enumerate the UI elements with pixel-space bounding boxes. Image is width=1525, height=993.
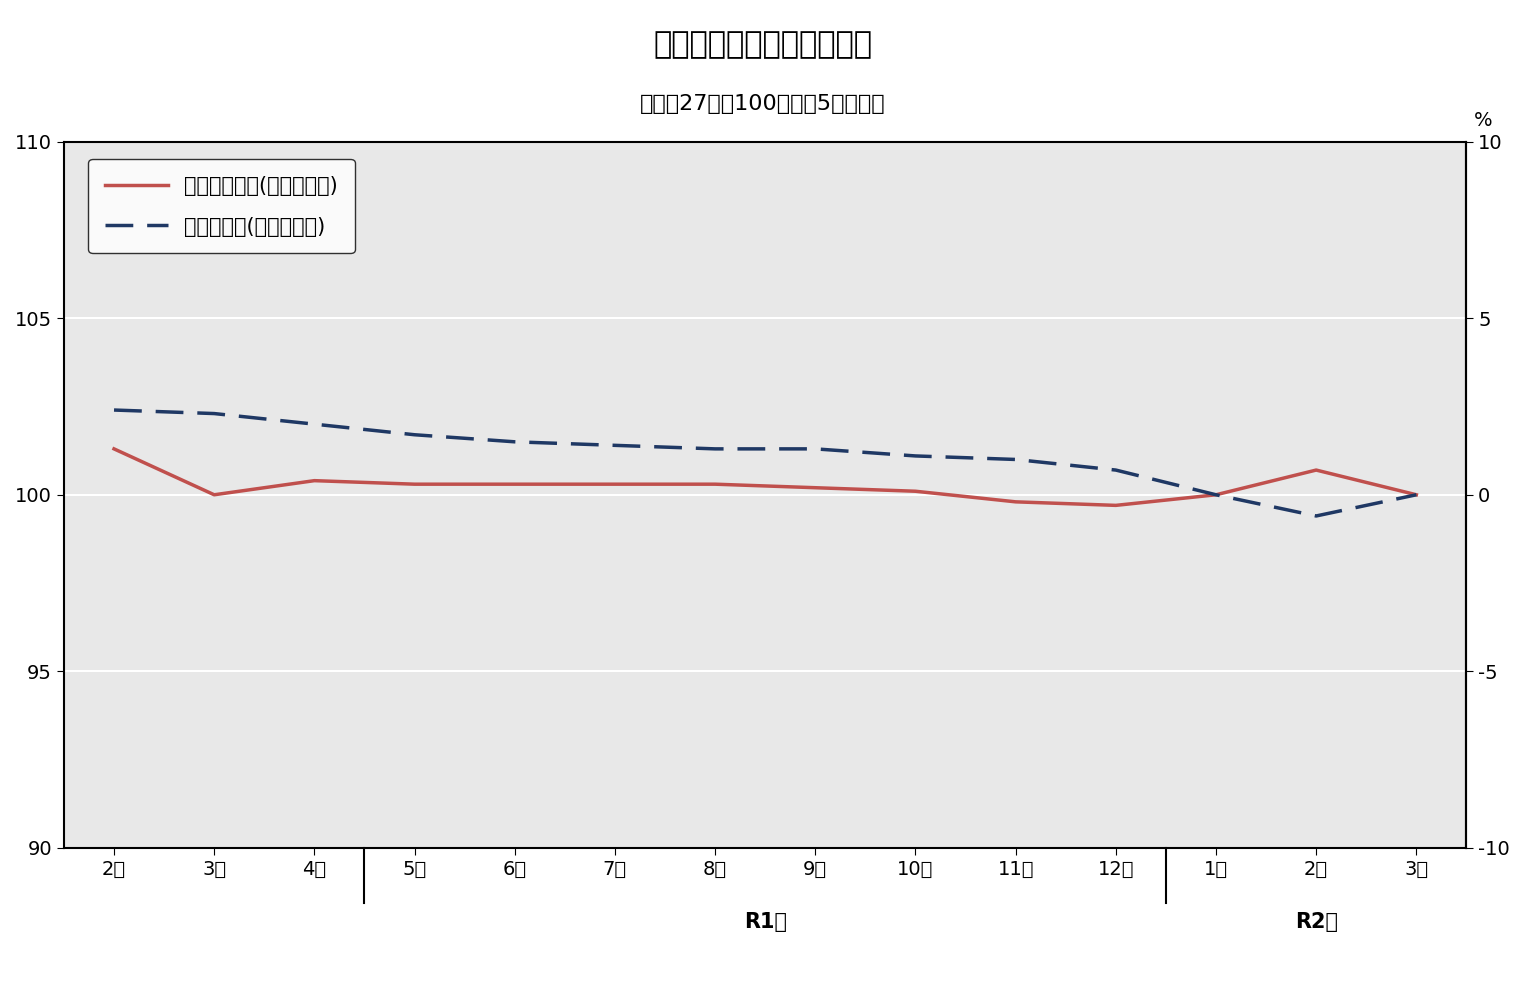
Text: R2年: R2年: [1295, 913, 1337, 932]
Text: 常用雇用指数、前年同月比: 常用雇用指数、前年同月比: [653, 30, 872, 59]
Text: %: %: [1475, 111, 1493, 130]
Text: R1年: R1年: [744, 913, 787, 932]
Text: （平成27年＝100、規模5人以上）: （平成27年＝100、規模5人以上）: [639, 94, 886, 114]
Legend: 常用雇用指数(調査産業計), 調査産業計(前年同月比): 常用雇用指数(調査産業計), 調査産業計(前年同月比): [88, 159, 355, 253]
